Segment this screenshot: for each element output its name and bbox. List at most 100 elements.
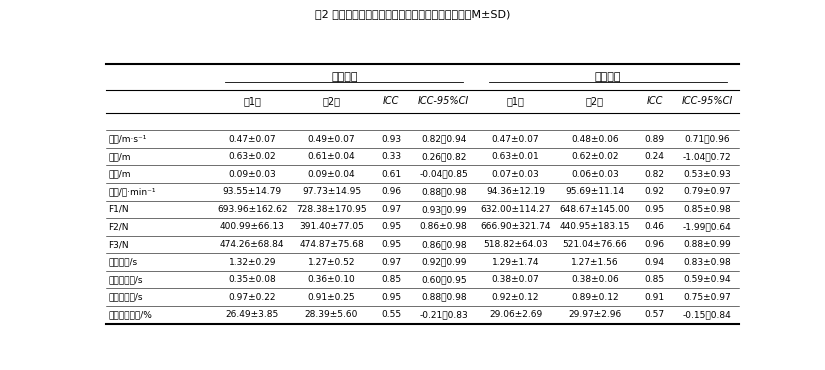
- Text: 0.88±0.99: 0.88±0.99: [683, 240, 731, 249]
- Text: 0.07±0.03: 0.07±0.03: [492, 170, 540, 179]
- Text: 29.97±2.96: 29.97±2.96: [568, 310, 621, 319]
- Text: 0.82～0.94: 0.82～0.94: [421, 135, 466, 144]
- Text: 第1次: 第1次: [507, 96, 525, 107]
- Text: 步宽/m: 步宽/m: [108, 170, 130, 179]
- Text: 0.47±0.07: 0.47±0.07: [229, 135, 276, 144]
- Text: 0.55: 0.55: [381, 310, 401, 319]
- Text: 0.24: 0.24: [644, 152, 664, 161]
- Text: 400.99±66.13: 400.99±66.13: [219, 222, 285, 232]
- Text: 0.85±0.98: 0.85±0.98: [683, 205, 731, 214]
- Text: 第2次: 第2次: [323, 96, 341, 107]
- Text: 0.82: 0.82: [644, 170, 665, 179]
- Text: 1.27±1.56: 1.27±1.56: [571, 258, 619, 267]
- Text: 0.93～0.99: 0.93～0.99: [421, 205, 466, 214]
- Text: ICC: ICC: [383, 96, 399, 107]
- Text: 648.67±145.00: 648.67±145.00: [559, 205, 630, 214]
- Text: 728.38±170.95: 728.38±170.95: [296, 205, 367, 214]
- Text: -0.15～0.84: -0.15～0.84: [682, 310, 732, 319]
- Text: 0.61±0.04: 0.61±0.04: [308, 152, 356, 161]
- Text: 0.75±0.97: 0.75±0.97: [683, 293, 731, 302]
- Text: 0.93: 0.93: [381, 135, 401, 144]
- Text: 0.57: 0.57: [644, 310, 665, 319]
- Text: 632.00±114.27: 632.00±114.27: [480, 205, 551, 214]
- Text: -1.99～0.64: -1.99～0.64: [682, 222, 732, 232]
- Text: 单支撑时长/s: 单支撑时长/s: [108, 275, 143, 284]
- Text: 666.90±321.74: 666.90±321.74: [480, 222, 551, 232]
- Text: 0.89±0.12: 0.89±0.12: [571, 293, 619, 302]
- Text: 97.73±14.95: 97.73±14.95: [302, 187, 361, 196]
- Text: 0.89: 0.89: [644, 135, 665, 144]
- Text: 693.96±162.62: 693.96±162.62: [217, 205, 288, 214]
- Text: 518.82±64.03: 518.82±64.03: [483, 240, 548, 249]
- Text: 28.39±5.60: 28.39±5.60: [304, 310, 358, 319]
- Text: 0.86～0.98: 0.86～0.98: [421, 240, 466, 249]
- Text: 0.63±0.02: 0.63±0.02: [229, 152, 276, 161]
- Text: 0.06±0.03: 0.06±0.03: [571, 170, 619, 179]
- Text: 0.96: 0.96: [381, 187, 401, 196]
- Text: 0.48±0.06: 0.48±0.06: [571, 135, 619, 144]
- Text: 474.26±68.84: 474.26±68.84: [220, 240, 285, 249]
- Text: 步长/m: 步长/m: [108, 152, 130, 161]
- Text: 391.40±77.05: 391.40±77.05: [299, 222, 364, 232]
- Text: 0.91±0.25: 0.91±0.25: [308, 293, 356, 302]
- Text: 步频/步·min⁻¹: 步频/步·min⁻¹: [108, 187, 156, 196]
- Text: 0.46: 0.46: [644, 222, 665, 232]
- Text: 0.35±0.08: 0.35±0.08: [229, 275, 276, 284]
- Text: 0.95: 0.95: [381, 293, 401, 302]
- Text: 0.09±0.04: 0.09±0.04: [308, 170, 356, 179]
- Text: -1.04～0.72: -1.04～0.72: [683, 152, 731, 161]
- Text: 95.69±11.14: 95.69±11.14: [565, 187, 625, 196]
- Text: 表2 下楼梯认知任务和动作任务参数重测信度分析（M±SD): 表2 下楼梯认知任务和动作任务参数重测信度分析（M±SD): [315, 9, 510, 19]
- Text: 0.85: 0.85: [381, 275, 401, 284]
- Text: 0.09±0.03: 0.09±0.03: [229, 170, 276, 179]
- Text: ICC: ICC: [647, 96, 662, 107]
- Text: -0.21～0.83: -0.21～0.83: [419, 310, 468, 319]
- Text: 26.49±3.85: 26.49±3.85: [226, 310, 279, 319]
- Text: 0.88～0.98: 0.88～0.98: [421, 187, 466, 196]
- Text: 双支撑时长/s: 双支撑时长/s: [108, 293, 143, 302]
- Text: 0.26～0.82: 0.26～0.82: [421, 152, 466, 161]
- Text: 0.47±0.07: 0.47±0.07: [492, 135, 540, 144]
- Text: 440.95±183.15: 440.95±183.15: [559, 222, 630, 232]
- Text: 第2次: 第2次: [586, 96, 604, 107]
- Text: 动作任务: 动作任务: [594, 72, 621, 82]
- Text: 93.55±14.79: 93.55±14.79: [223, 187, 282, 196]
- Text: ICC-95%CI: ICC-95%CI: [418, 96, 469, 107]
- Text: 0.49±0.07: 0.49±0.07: [308, 135, 356, 144]
- Text: 0.94: 0.94: [644, 258, 665, 267]
- Text: 521.04±76.66: 521.04±76.66: [563, 240, 627, 249]
- Text: 0.88～0.98: 0.88～0.98: [421, 293, 466, 302]
- Text: 0.38±0.07: 0.38±0.07: [492, 275, 540, 284]
- Text: 0.92±0.12: 0.92±0.12: [492, 293, 540, 302]
- Text: 0.95: 0.95: [381, 240, 401, 249]
- Text: 0.38±0.06: 0.38±0.06: [571, 275, 619, 284]
- Text: F1/N: F1/N: [108, 205, 129, 214]
- Text: 第1次: 第1次: [243, 96, 262, 107]
- Text: 0.96: 0.96: [644, 240, 665, 249]
- Text: 0.91: 0.91: [644, 293, 665, 302]
- Text: F3/N: F3/N: [108, 240, 129, 249]
- Text: 94.36±12.19: 94.36±12.19: [486, 187, 545, 196]
- Text: 0.61: 0.61: [381, 170, 401, 179]
- Text: 29.06±2.69: 29.06±2.69: [489, 310, 542, 319]
- Text: ICC-95%CI: ICC-95%CI: [681, 96, 733, 107]
- Text: 0.33: 0.33: [381, 152, 401, 161]
- Text: 474.87±75.68: 474.87±75.68: [299, 240, 364, 249]
- Text: 0.79±0.97: 0.79±0.97: [683, 187, 731, 196]
- Text: 单支架百分比/%: 单支架百分比/%: [108, 310, 152, 319]
- Text: 1.27±0.52: 1.27±0.52: [308, 258, 356, 267]
- Text: 0.95: 0.95: [644, 205, 665, 214]
- Text: 0.53±0.93: 0.53±0.93: [683, 170, 731, 179]
- Text: 0.95: 0.95: [381, 222, 401, 232]
- Text: 0.59±0.94: 0.59±0.94: [683, 275, 731, 284]
- Text: 0.36±0.10: 0.36±0.10: [308, 275, 356, 284]
- Text: 0.92: 0.92: [644, 187, 665, 196]
- Text: 0.60～0.95: 0.60～0.95: [421, 275, 466, 284]
- Text: 1.29±1.74: 1.29±1.74: [492, 258, 540, 267]
- Text: 0.97: 0.97: [381, 205, 401, 214]
- Text: -0.04～0.85: -0.04～0.85: [419, 170, 468, 179]
- Text: 1.32±0.29: 1.32±0.29: [229, 258, 276, 267]
- Text: 0.71～0.96: 0.71～0.96: [684, 135, 730, 144]
- Text: 0.62±0.02: 0.62±0.02: [571, 152, 619, 161]
- Text: 0.85: 0.85: [644, 275, 665, 284]
